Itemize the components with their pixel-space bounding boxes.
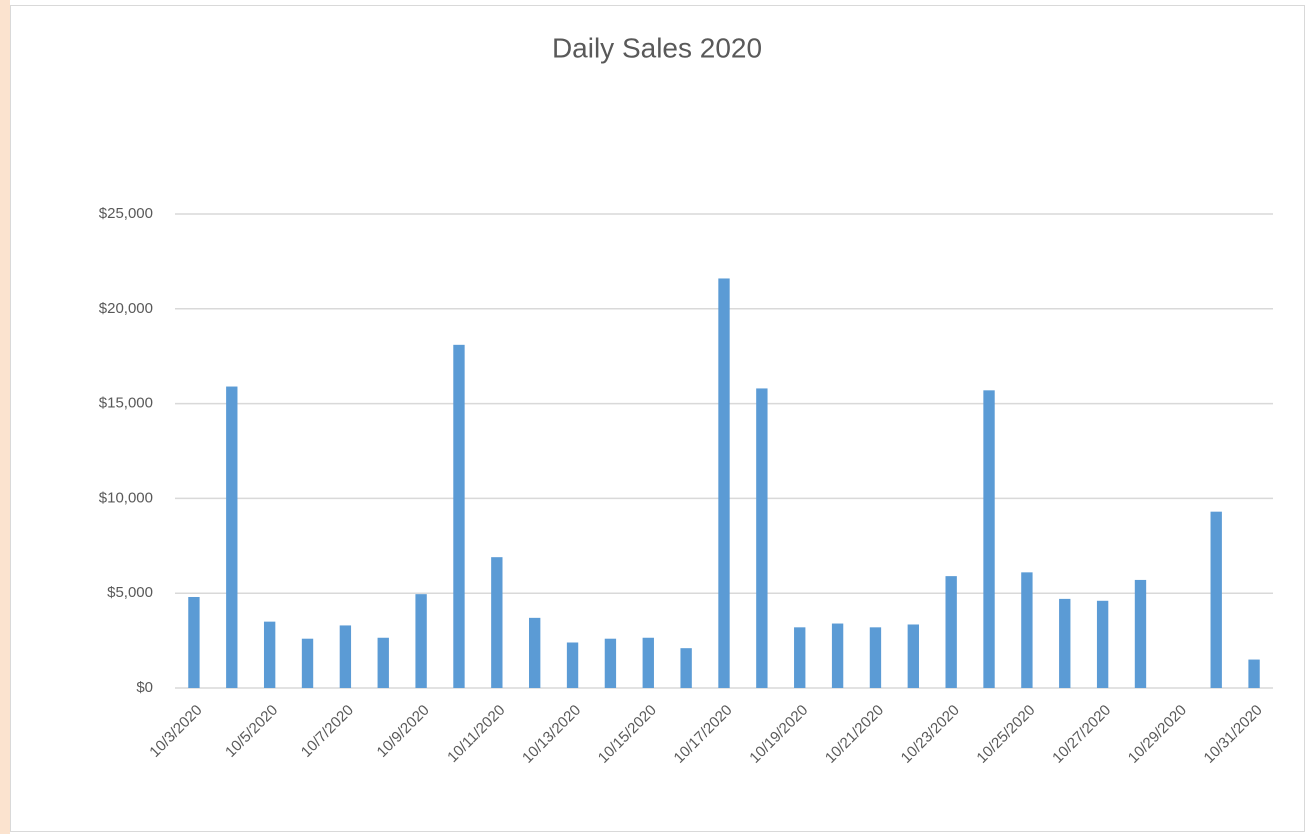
bar: [869, 627, 882, 688]
bar: [339, 625, 352, 688]
y-tick-label: $20,000: [99, 300, 153, 317]
bar: [529, 617, 541, 688]
y-tick-label: $15,000: [99, 395, 153, 412]
chart-frame: [10, 5, 1305, 832]
bar: [1021, 572, 1033, 688]
bar: [907, 624, 919, 688]
bar: [188, 596, 200, 688]
bar: [1248, 659, 1260, 688]
bar: [642, 637, 654, 688]
chart-title: Daily Sales 2020: [552, 32, 762, 63]
bar: [377, 637, 389, 688]
bar: [226, 386, 238, 688]
bar: [415, 594, 427, 688]
bar: [301, 638, 314, 688]
bar: [1210, 511, 1222, 688]
bar: [831, 623, 844, 688]
bar: [983, 390, 995, 688]
bar: [491, 557, 503, 688]
y-tick-label: $0: [136, 679, 153, 696]
bar: [1096, 600, 1109, 688]
bar: [718, 278, 730, 688]
y-tick-label: $5,000: [107, 584, 153, 601]
y-tick-label: $25,000: [99, 205, 153, 222]
bar: [604, 638, 617, 688]
bar: [945, 576, 957, 688]
bar: [1059, 598, 1071, 688]
bar: [756, 388, 768, 688]
bar: [566, 642, 579, 688]
edge: [0, 0, 10, 834]
bar: [453, 344, 465, 688]
bar: [263, 621, 276, 688]
bar: [1134, 579, 1147, 688]
bar: [680, 648, 692, 688]
bar: [794, 627, 806, 688]
y-tick-label: $10,000: [99, 489, 153, 506]
